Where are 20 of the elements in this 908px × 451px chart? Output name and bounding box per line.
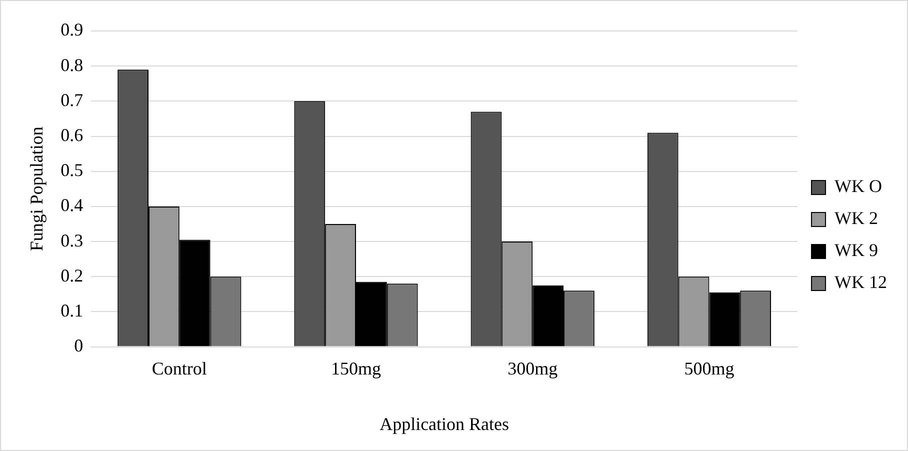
- y-tick-label: 0: [74, 336, 84, 356]
- x-tick-label: Control: [152, 358, 207, 378]
- legend-label: WK 12: [834, 272, 888, 292]
- y-tick-label: 0.8: [60, 54, 84, 75]
- y-tick-label: 0.2: [60, 265, 84, 286]
- y-tick-label: 0.1: [60, 300, 84, 320]
- y-tick-label: 0.5: [60, 160, 84, 180]
- y-tick-label: 0.6: [60, 125, 84, 145]
- y-tick-label: 0.3: [60, 230, 84, 250]
- legend-label: WK 2: [834, 208, 878, 228]
- legend-label: WK 9: [834, 240, 878, 260]
- y-axis-title: Fungi Population: [26, 126, 47, 252]
- y-tick-label: 0.9: [60, 20, 84, 40]
- x-axis-title: Application Rates: [380, 414, 510, 434]
- y-tick-label: 0.4: [60, 195, 84, 216]
- x-tick-label: 150mg: [330, 358, 382, 378]
- x-tick-label: 300mg: [508, 358, 558, 378]
- x-tick-label: 500mg: [684, 358, 734, 378]
- legend-label: WK O: [834, 176, 882, 196]
- y-tick-label: 0.7: [60, 90, 84, 110]
